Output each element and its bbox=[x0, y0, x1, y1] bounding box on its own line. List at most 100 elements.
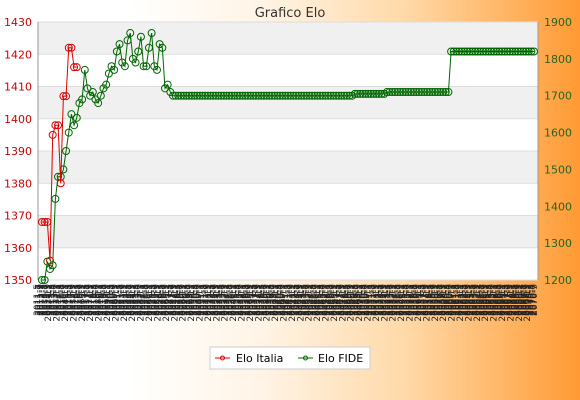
data-point bbox=[222, 91, 231, 100]
x-tick-label: 2026-3 bbox=[156, 284, 166, 316]
data-point bbox=[152, 65, 161, 74]
data-point bbox=[131, 58, 140, 67]
data-point bbox=[169, 91, 178, 100]
data-point bbox=[70, 121, 79, 130]
data-point bbox=[479, 47, 488, 56]
x-tick-label: 2022-1 bbox=[121, 284, 131, 316]
data-point bbox=[503, 47, 512, 56]
x-tick-label: 2051-1 bbox=[365, 284, 375, 316]
data-point bbox=[144, 43, 153, 52]
data-point bbox=[516, 47, 525, 56]
x-tick-label: 2022-7 bbox=[125, 284, 135, 316]
x-tick-label: 2021-3 bbox=[114, 284, 124, 316]
x-tick-label: 2030-11 bbox=[195, 284, 205, 322]
x-axis: 2011-52011-72011-92012-12012-32012-52012… bbox=[33, 284, 540, 322]
x-tick-label: 2059-1 bbox=[432, 284, 442, 316]
x-tick-label: 2029-5 bbox=[183, 284, 193, 316]
data-point bbox=[123, 36, 132, 45]
x-tick-label: 2025-9 bbox=[152, 284, 162, 316]
data-point bbox=[40, 276, 49, 284]
x-tick-label: 2011-9 bbox=[36, 284, 46, 316]
data-point bbox=[318, 91, 327, 100]
x-tick-label: 2024-3 bbox=[139, 284, 149, 316]
data-point bbox=[401, 88, 410, 97]
x-tick-label: 2036-3 bbox=[240, 284, 250, 316]
x-tick-label: 2039-3 bbox=[265, 284, 275, 316]
x-tick-label: 2022-11 bbox=[128, 284, 138, 322]
x-tick-label: 2064-1 bbox=[474, 284, 484, 316]
data-point bbox=[56, 179, 65, 188]
x-tick-label: 2018-7 bbox=[92, 284, 102, 316]
x-tick-label: 2014-9 bbox=[60, 284, 70, 316]
data-point bbox=[497, 47, 506, 56]
data-point bbox=[441, 88, 450, 97]
x-tick-label: 2055-3 bbox=[400, 284, 410, 316]
x-tick-label: 2052-11 bbox=[380, 284, 390, 322]
x-tick-label: 2035-5 bbox=[233, 284, 243, 316]
x-tick-label: 2048-1 bbox=[340, 284, 350, 316]
y-left-tick-label: 1350 bbox=[4, 274, 32, 287]
data-point bbox=[265, 91, 274, 100]
y-axis-left: 1350 1360 1370 1380 1390 1400 1410 1420 1430 bbox=[4, 16, 32, 287]
x-tick-label: 2035-3 bbox=[232, 284, 242, 316]
x-tick-label: 2027-1 bbox=[163, 284, 173, 316]
x-tick-label: 2038-1 bbox=[256, 284, 266, 316]
x-tick-label: 2046-3 bbox=[324, 284, 334, 316]
x-tick-label: 2051-5 bbox=[368, 284, 378, 316]
x-tick-label: 2054-1 bbox=[390, 284, 400, 316]
data-point bbox=[332, 91, 341, 100]
x-tick-label: 2056-11 bbox=[414, 284, 424, 322]
data-point bbox=[398, 88, 407, 97]
x-tick-label: 2028-7 bbox=[176, 284, 186, 316]
data-point bbox=[412, 88, 421, 97]
x-tick-label: 2031-11 bbox=[204, 284, 214, 322]
x-tick-label: 2038-3 bbox=[257, 284, 267, 316]
x-tick-label: 2049-7 bbox=[352, 284, 362, 316]
x-tick-label: 2029-9 bbox=[186, 284, 196, 316]
data-point bbox=[70, 63, 79, 72]
data-point bbox=[241, 91, 250, 100]
x-tick-label: 2036-7 bbox=[243, 284, 253, 316]
legend-marker-elo-fide bbox=[303, 355, 308, 361]
x-tick-label: 2029-7 bbox=[184, 284, 194, 316]
x-tick-label: 2068-11 bbox=[515, 284, 525, 322]
x-tick-label: 2032-11 bbox=[212, 284, 222, 322]
x-tick-label: 2019-7 bbox=[100, 284, 110, 316]
x-tick-label: 2031-1 bbox=[197, 284, 207, 316]
data-point bbox=[120, 62, 129, 71]
x-tick-label: 2056-9 bbox=[413, 284, 423, 316]
data-point bbox=[177, 91, 186, 100]
x-tick-label: 2037-5 bbox=[250, 284, 260, 316]
data-point bbox=[78, 95, 87, 104]
x-tick-label: 2023-9 bbox=[135, 284, 145, 316]
data-point bbox=[67, 43, 76, 52]
data-point bbox=[305, 91, 314, 100]
data-point bbox=[83, 84, 92, 93]
x-tick-label: 2018-1 bbox=[88, 284, 98, 316]
legend: Elo Italia Elo FIDE bbox=[209, 346, 371, 370]
x-tick-label: 2044-1 bbox=[306, 284, 316, 316]
x-tick-label: 2051-7 bbox=[369, 284, 379, 316]
data-point bbox=[217, 91, 226, 100]
x-tick-label: 2053-5 bbox=[385, 284, 395, 316]
x-tick-label: 2063-7 bbox=[470, 284, 480, 316]
x-tick-label: 2039-5 bbox=[267, 284, 277, 316]
x-tick-label: 2067-3 bbox=[501, 284, 511, 316]
x-tick-label: 2035-1 bbox=[230, 284, 240, 316]
legend-marker-elo-italia bbox=[220, 355, 225, 361]
data-point bbox=[139, 62, 148, 71]
data-point bbox=[185, 91, 194, 100]
x-tick-label: 2064-9 bbox=[480, 284, 490, 316]
data-point bbox=[225, 91, 234, 100]
data-point bbox=[230, 91, 239, 100]
x-tick-label: 2027-11 bbox=[170, 284, 180, 322]
x-tick-label: 2067-7 bbox=[504, 284, 514, 316]
x-tick-label: 2052-5 bbox=[376, 284, 386, 316]
data-point bbox=[500, 47, 509, 56]
y-right-tick-label: 1300 bbox=[544, 237, 572, 250]
x-tick-label: 2024-5 bbox=[141, 284, 151, 316]
x-tick-label: 2045-9 bbox=[320, 284, 330, 316]
x-tick-label: 2014-7 bbox=[58, 284, 68, 316]
x-tick-label: 2063-9 bbox=[471, 284, 481, 316]
x-tick-label: 2045-11 bbox=[322, 284, 332, 322]
